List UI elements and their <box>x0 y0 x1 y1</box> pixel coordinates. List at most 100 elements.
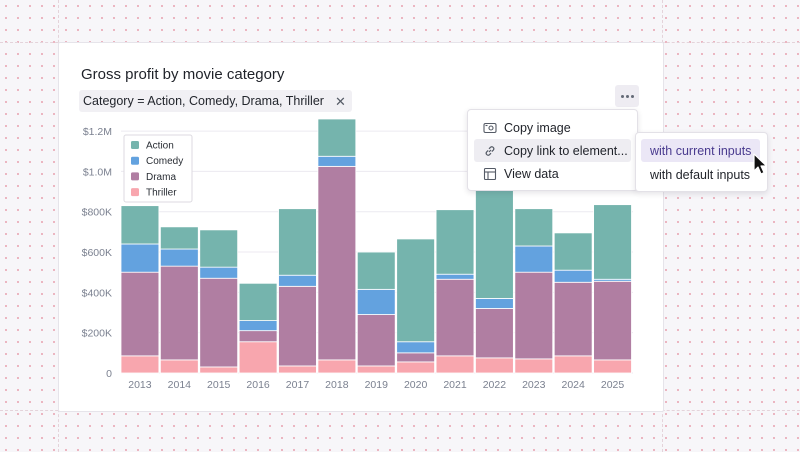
bar-segment-thriller-2022[interactable] <box>475 357 514 374</box>
y-tick-label: $200K <box>82 328 112 340</box>
bar-segment-drama-2014[interactable] <box>159 265 199 361</box>
legend-swatch-thriller <box>131 188 139 197</box>
x-tick-label: 2019 <box>365 379 389 391</box>
x-tick-label: 2015 <box>207 379 231 391</box>
bar-segment-drama-2025[interactable] <box>593 280 632 361</box>
x-tick-label: 2024 <box>561 379 585 391</box>
bar-segment-drama-2016[interactable] <box>238 330 278 343</box>
y-tick-label: $600K <box>82 247 112 259</box>
bar-segment-action-2018[interactable] <box>317 118 357 157</box>
bar-segment-action-2017[interactable] <box>278 208 317 276</box>
bar-segment-comedy-2021[interactable] <box>435 273 475 280</box>
bar-segment-comedy-2020[interactable] <box>396 341 435 354</box>
y-tick-label: 0 <box>106 368 112 380</box>
link-icon <box>483 144 497 158</box>
menu-item-copy-link[interactable]: Copy link to element... <box>474 139 631 162</box>
table-icon <box>483 167 497 181</box>
bar-segment-action-2014[interactable] <box>159 226 199 250</box>
legend-swatch-action <box>131 141 139 149</box>
x-tick-label: 2014 <box>168 379 192 391</box>
menu-item-label: Copy link to element... <box>504 143 628 158</box>
bar-segment-action-2013[interactable] <box>120 205 160 245</box>
menu-item-label: Copy image <box>504 120 571 135</box>
bar-segment-comedy-2016[interactable] <box>238 320 278 332</box>
x-tick-label: 2017 <box>286 379 310 391</box>
image-icon <box>483 121 497 135</box>
bar-segment-drama-2017[interactable] <box>278 285 317 367</box>
bar-segment-comedy-2022[interactable] <box>475 298 514 309</box>
bar-segment-action-2021[interactable] <box>435 209 475 275</box>
mouse-pointer-icon <box>753 153 768 175</box>
bar-segment-action-2015[interactable] <box>199 229 239 268</box>
bar-segment-drama-2018[interactable] <box>317 165 357 361</box>
bar-segment-thriller-2016[interactable] <box>238 341 278 374</box>
bar-segment-comedy-2023[interactable] <box>514 245 554 273</box>
x-tick-label: 2020 <box>404 379 428 391</box>
legend-label-thriller: Thriller <box>146 188 177 199</box>
more-horizontal-icon <box>620 94 634 98</box>
bar-segment-action-2020[interactable] <box>396 238 435 343</box>
bar-segment-action-2024[interactable] <box>553 232 593 271</box>
more-options-button[interactable] <box>615 85 639 107</box>
menu-item-copy-image[interactable]: Copy image <box>474 116 631 139</box>
bar-segment-thriller-2015[interactable] <box>199 366 239 374</box>
submenu-item-default-inputs[interactable]: with default inputs <box>650 167 751 182</box>
y-tick-label: $1.0M <box>83 166 112 178</box>
x-tick-label: 2016 <box>246 379 270 391</box>
legend-label-drama: Drama <box>146 172 176 183</box>
y-tick-label: $400K <box>82 287 112 299</box>
bar-segment-thriller-2018[interactable] <box>317 359 357 374</box>
x-tick-label: 2023 <box>522 379 546 391</box>
bar-segment-thriller-2014[interactable] <box>159 359 199 374</box>
y-tick-label: $800K <box>82 207 112 219</box>
bar-segment-thriller-2017[interactable] <box>278 365 317 374</box>
bar-segment-drama-2021[interactable] <box>435 278 475 357</box>
bar-segment-action-2019[interactable] <box>356 251 396 290</box>
bar-segment-drama-2015[interactable] <box>199 277 239 368</box>
bar-segment-action-2025[interactable] <box>593 204 632 280</box>
bar-segment-drama-2024[interactable] <box>553 281 593 357</box>
legend-swatch-drama <box>131 172 139 181</box>
bar-segment-action-2016[interactable] <box>238 282 278 321</box>
submenu-item-current-inputs[interactable]: with current inputs <box>641 139 760 162</box>
bar-segment-drama-2019[interactable] <box>356 314 396 367</box>
x-tick-label: 2013 <box>128 379 152 391</box>
bar-segment-thriller-2023[interactable] <box>514 358 554 374</box>
bar-segment-drama-2022[interactable] <box>475 308 514 359</box>
bar-segment-drama-2020[interactable] <box>396 352 435 363</box>
bar-segment-drama-2013[interactable] <box>120 271 160 357</box>
bar-segment-comedy-2014[interactable] <box>159 248 199 267</box>
y-tick-label: $1.2M <box>83 126 112 138</box>
legend-swatch-comedy <box>131 156 139 165</box>
x-tick-label: 2021 <box>443 379 467 391</box>
close-icon[interactable]: ✕ <box>334 93 346 109</box>
bar-segment-thriller-2019[interactable] <box>356 365 396 374</box>
x-tick-label: 2018 <box>325 379 349 391</box>
menu-item-view-data[interactable]: View data <box>474 162 631 185</box>
bar-segment-comedy-2015[interactable] <box>199 266 239 279</box>
bar-segment-thriller-2024[interactable] <box>553 355 593 374</box>
filter-label: Category = Action, Comedy, Drama, Thrill… <box>83 94 324 108</box>
bar-segment-drama-2023[interactable] <box>514 271 554 360</box>
bar-segment-thriller-2021[interactable] <box>435 355 475 374</box>
x-tick-label: 2022 <box>483 379 507 391</box>
legend-label-comedy: Comedy <box>146 156 183 167</box>
bar-segment-thriller-2025[interactable] <box>593 359 632 374</box>
bar-segment-comedy-2018[interactable] <box>317 155 357 167</box>
bar-segment-thriller-2020[interactable] <box>396 361 435 374</box>
filter-chip[interactable]: Category = Action, Comedy, Drama, Thrill… <box>79 90 352 112</box>
bar-segment-comedy-2017[interactable] <box>278 274 317 287</box>
bar-segment-comedy-2013[interactable] <box>120 243 160 273</box>
copy-link-submenu: with current inputs with default inputs <box>635 132 768 192</box>
bar-segment-action-2023[interactable] <box>514 208 554 247</box>
bar-segment-comedy-2019[interactable] <box>356 288 396 315</box>
x-tick-label: 2025 <box>601 379 625 391</box>
legend-box <box>123 134 193 203</box>
bar-segment-thriller-2013[interactable] <box>120 355 160 374</box>
bar-segment-comedy-2024[interactable] <box>553 269 593 283</box>
menu-item-label: View data <box>504 166 559 181</box>
legend-label-action: Action <box>146 141 174 152</box>
context-menu: Copy image Copy link to element... View … <box>467 109 638 191</box>
chart-title: Gross profit by movie category <box>81 66 285 83</box>
